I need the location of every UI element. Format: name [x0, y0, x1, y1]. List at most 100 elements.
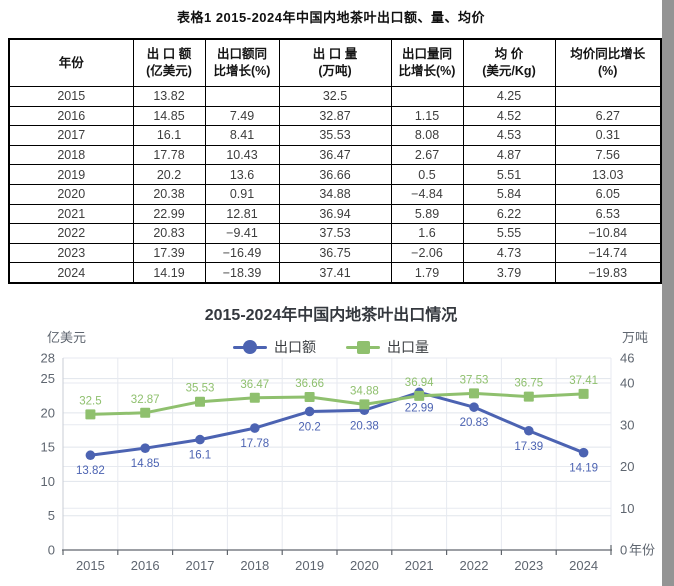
data-point-label: 37.53 — [460, 374, 489, 386]
table-cell: 37.41 — [278, 262, 392, 284]
data-point-marker[interactable] — [249, 392, 260, 403]
right-axis-tick-label: 46 — [620, 351, 634, 366]
legend-label: 出口量 — [387, 339, 429, 355]
table-caption: 表格1 2015-2024年中国内地茶叶出口额、量、均价 — [176, 10, 485, 25]
column-header: 均价同比增长 (%) — [554, 38, 662, 87]
data-point-label: 13.82 — [76, 465, 105, 477]
data-point-marker[interactable] — [524, 425, 534, 436]
table-cell: 8.08 — [390, 125, 464, 146]
data-point-marker[interactable] — [578, 388, 589, 399]
table-header: 年份出 口 额 (亿美元) 出口额同 比增长(%) 出 口 量 (万吨) 出口量同 比增长(%… — [8, 38, 662, 87]
table-cell: 36.66 — [278, 164, 392, 185]
legend-item-export-value[interactable]: 出口额 — [233, 337, 316, 357]
data-point-label: 36.94 — [405, 377, 434, 389]
x-axis-category-label: 2022 — [460, 558, 489, 573]
data-point-marker[interactable] — [250, 423, 260, 433]
table-cell: 5.51 — [462, 164, 556, 185]
x-axis-category-label: 2023 — [514, 558, 543, 573]
table-cell: 5.84 — [462, 183, 556, 205]
right-axis-unit-label: 万吨 — [622, 330, 649, 345]
x-axis-category-label: 2015 — [76, 558, 105, 573]
data-point-marker[interactable] — [140, 443, 150, 453]
legend-label: 出口额 — [274, 339, 316, 355]
data-point-label: 37.41 — [569, 375, 598, 387]
data-point-label: 17.78 — [240, 438, 269, 450]
table-cell: 6.27 — [554, 105, 662, 127]
table-cell: 4.25 — [462, 86, 556, 107]
data-point-label: 35.53 — [186, 383, 215, 395]
line-square-marker-icon — [346, 340, 380, 354]
right-axis-tick-label: 30 — [620, 417, 634, 432]
table-cell: 1.79 — [390, 262, 464, 284]
legend-item-export-volume[interactable]: 出口量 — [346, 337, 429, 357]
table-row: 2021 22.99 12.81 36.94 5.89 6.22 6.53 — [8, 203, 662, 225]
table-cell: 17.78 — [132, 144, 206, 166]
table-cell: 2016 — [8, 105, 134, 127]
table-cell: 36.47 — [278, 144, 392, 166]
table-cell: 22.99 — [132, 203, 206, 225]
table-cell: 4.52 — [462, 105, 556, 127]
data-point-label: 34.88 — [350, 385, 379, 397]
x-axis-category-label: 2024 — [569, 558, 598, 573]
table-cell: 0.31 — [554, 125, 662, 146]
table-row: 2015 13.82 32.5 4.25 — [8, 86, 662, 107]
table-cell: −19.83 — [554, 262, 662, 284]
table-row: 2016 14.85 7.49 32.87 1.15 4.52 6.27 — [8, 105, 662, 127]
data-point-marker[interactable] — [304, 391, 315, 402]
chart-title: 2015-2024年中国内地茶叶出口情况 — [204, 307, 458, 324]
table-cell: 14.19 — [132, 262, 206, 284]
data-point-label: 36.66 — [295, 378, 324, 390]
table-row: 2017 16.1 8.41 35.53 8.08 4.53 0.31 — [8, 125, 662, 146]
left-axis-tick-label: 0 — [48, 543, 55, 558]
data-point-marker[interactable] — [195, 396, 205, 407]
table-cell: 32.5 — [278, 86, 392, 107]
table-cell: 1.15 — [390, 105, 464, 127]
data-point-marker[interactable] — [359, 399, 370, 410]
left-axis-unit-label: 亿美元 — [47, 330, 87, 345]
data-point-marker[interactable] — [578, 447, 589, 458]
data-point-marker[interactable] — [195, 434, 205, 445]
data-point-label: 14.85 — [131, 458, 160, 470]
table-cell: 7.56 — [554, 144, 662, 166]
data-point-label: 20.83 — [460, 417, 489, 429]
data-point-label: 36.47 — [240, 379, 269, 391]
table-cell: 4.87 — [462, 144, 556, 166]
table-cell: 13.82 — [132, 86, 206, 107]
table-cell: 20.38 — [132, 183, 206, 205]
tea-export-table: 年份出 口 额 (亿美元) 出口额同 比增长(%) 出 口 量 (万吨) 出口量同 比增长(%… — [8, 38, 662, 284]
data-point-label: 32.5 — [79, 395, 101, 407]
table-cell: 2024 — [8, 262, 134, 284]
column-header: 出 口 额 (亿美元) — [132, 38, 206, 87]
left-axis-tick-label: 28 — [41, 351, 55, 366]
table-row: 2019 20.2 13.6 36.66 0.5 5.51 13.03 — [8, 164, 662, 185]
table-cell: −14.74 — [554, 242, 662, 264]
table-cell: 36.75 — [278, 242, 392, 264]
table-cell: 20.2 — [132, 164, 206, 185]
data-point-marker[interactable] — [469, 402, 479, 412]
data-point-marker[interactable] — [523, 391, 534, 402]
table-cell: 1.6 — [390, 223, 464, 244]
scrollbar-track[interactable] — [662, 0, 674, 586]
table-cell: 4.73 — [462, 242, 556, 264]
x-axis-category-label: 2018 — [240, 558, 269, 573]
table-cell — [204, 86, 280, 107]
table-cell: 5.55 — [462, 223, 556, 244]
data-point-label: 22.99 — [405, 402, 434, 414]
data-point-marker[interactable] — [469, 388, 479, 399]
table-cell: −18.39 — [204, 262, 280, 284]
data-point-marker[interactable] — [304, 406, 315, 417]
table-cell: 2022 — [8, 223, 134, 244]
table-row: 2022 20.83 −9.41 37.53 1.6 5.55 −10.84 — [8, 223, 662, 244]
table-cell: 2020 — [8, 183, 134, 205]
table-cell: 34.88 — [278, 183, 392, 205]
right-axis-tick-label: 20 — [620, 459, 634, 474]
right-axis-tick-label: 40 — [620, 376, 634, 391]
series-line-出口额 — [88, 390, 586, 457]
data-point-marker[interactable] — [85, 409, 96, 420]
left-axis-tick-label: 5 — [48, 508, 55, 523]
table-cell: 32.87 — [278, 105, 392, 127]
x-axis-category-label: 2020 — [350, 558, 379, 573]
data-point-marker[interactable] — [85, 450, 96, 461]
data-point-marker[interactable] — [140, 407, 151, 418]
data-point-marker[interactable] — [414, 390, 425, 401]
